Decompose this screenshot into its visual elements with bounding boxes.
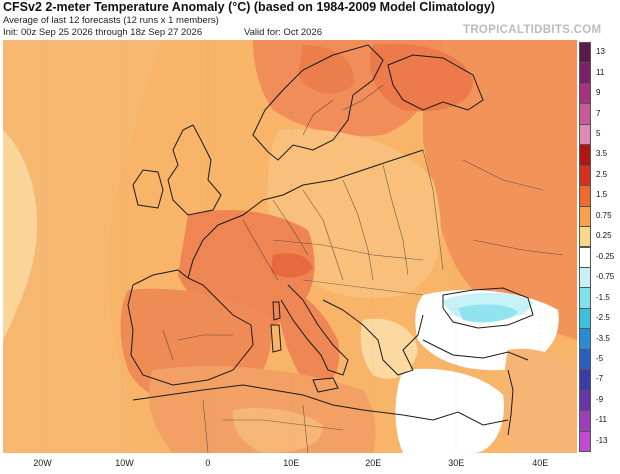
coast-ireland bbox=[132, 169, 164, 209]
longitude-axis: 20W 10W 0 10E 20E 30E 40E bbox=[3, 455, 577, 474]
colorbar-label: -9 bbox=[596, 394, 604, 404]
longitude-label: 10W bbox=[115, 458, 134, 468]
colorbar-swatch bbox=[579, 82, 591, 105]
colorbar-swatch bbox=[579, 266, 591, 289]
colorbar-swatch bbox=[579, 328, 591, 350]
coast-sicily bbox=[312, 377, 339, 393]
black-sea-cool bbox=[458, 304, 518, 323]
colorbar-label: 13 bbox=[596, 47, 605, 57]
coast-north-europe bbox=[217, 149, 424, 226]
colorbar-swatch bbox=[579, 369, 591, 391]
colorbar-label: 7 bbox=[596, 108, 601, 118]
colorbar-label: -13 bbox=[596, 435, 608, 445]
colorbar-swatch bbox=[579, 246, 591, 268]
coast-sardinia bbox=[270, 324, 282, 353]
map-subtitle: Average of last 12 forecasts (12 runs x … bbox=[3, 15, 219, 26]
valid-time: Valid for: Oct 2026 bbox=[244, 27, 322, 38]
coast-france-west bbox=[187, 224, 219, 279]
colorbar-label: 1.5 bbox=[596, 190, 608, 200]
greece-light bbox=[360, 318, 418, 379]
colorbar-label: 0.25 bbox=[596, 231, 612, 241]
colorbar-label: 11 bbox=[596, 67, 605, 77]
atlantic-field bbox=[3, 40, 163, 453]
colorbar-label: 5 bbox=[596, 129, 601, 139]
colorbar-swatch bbox=[579, 226, 591, 248]
colorbar-swatch bbox=[579, 42, 591, 64]
colorbar-label: 3.5 bbox=[596, 149, 608, 159]
coastlines bbox=[127, 44, 534, 436]
anomaly-map bbox=[3, 40, 577, 453]
coast-turkey-south bbox=[422, 339, 529, 361]
coast-balkans bbox=[322, 299, 424, 376]
colorbar-swatch bbox=[579, 62, 591, 84]
colorbar-swatch bbox=[579, 389, 591, 412]
colorbar-label: -1.5 bbox=[596, 292, 610, 302]
colorbar-label: 9 bbox=[596, 88, 601, 98]
colorbar-label: -0.75 bbox=[596, 272, 615, 282]
coast-italy bbox=[280, 284, 349, 376]
coast-great-britain bbox=[167, 124, 222, 216]
colorbar-swatch bbox=[579, 287, 591, 309]
longitude-label: 0 bbox=[205, 458, 211, 468]
colorbar-swatch bbox=[579, 307, 591, 330]
colorbar-label: -3.5 bbox=[596, 333, 610, 343]
coast-north-africa bbox=[132, 384, 509, 426]
coast-levant bbox=[507, 369, 514, 436]
map-title: CFSv2 2-meter Temperature Anomaly (°C) (… bbox=[3, 0, 495, 14]
atlantic-west-light bbox=[3, 130, 38, 340]
east-orange-field bbox=[423, 40, 577, 340]
colorbar-label: 0.75 bbox=[596, 210, 612, 220]
longitude-label: 10E bbox=[283, 458, 300, 468]
colorbar-swatch bbox=[579, 348, 591, 371]
coast-north-russia bbox=[387, 54, 484, 111]
map-header: CFSv2 2-meter Temperature Anomaly (°C) (… bbox=[0, 0, 620, 40]
north-hot-patch bbox=[298, 45, 354, 94]
colorbar-label: -2.5 bbox=[596, 313, 610, 323]
eastern-med-neutral bbox=[395, 368, 504, 453]
colorbar-swatch bbox=[579, 144, 591, 166]
coast-black-sea bbox=[442, 287, 534, 329]
colorbar-label: -7 bbox=[596, 374, 604, 384]
sahara-light bbox=[232, 408, 323, 453]
longitude-label: 20E bbox=[365, 458, 382, 468]
colorbar-swatch bbox=[579, 185, 591, 207]
alps-hot bbox=[271, 253, 313, 278]
colorbar-label: -5 bbox=[596, 353, 604, 363]
colorbar-swatch bbox=[579, 164, 591, 187]
graticule bbox=[40, 40, 541, 453]
coast-scandinavia bbox=[252, 44, 384, 161]
longitude-label: 20W bbox=[33, 458, 52, 468]
colorbar: 13 11 9 7 5 3.5 2.5 1.5 0.75 0.25 -0.25 -0.75 -1.5 -2… bbox=[579, 40, 619, 453]
coast-corsica bbox=[272, 301, 281, 321]
colorbar-swatch bbox=[579, 103, 591, 125]
country-borders bbox=[162, 84, 564, 453]
longitude-label: 40E bbox=[532, 458, 549, 468]
colorbar-swatch bbox=[579, 430, 591, 452]
colorbar-swatch bbox=[579, 410, 591, 432]
colorbar-swatch bbox=[579, 123, 591, 146]
colorbar-label: 2.5 bbox=[596, 169, 608, 179]
init-time: Init: 00z Sep 25 2026 through 18z Sep 27… bbox=[3, 27, 203, 38]
longitude-label: 30E bbox=[448, 458, 465, 468]
colorbar-label: -11 bbox=[596, 415, 607, 425]
levant-warm bbox=[503, 348, 577, 453]
watermark-brand: TROPICALTIDBITS.COM bbox=[463, 24, 602, 36]
colorbar-label: -0.25 bbox=[596, 251, 615, 261]
colorbar-swatch bbox=[579, 205, 591, 228]
